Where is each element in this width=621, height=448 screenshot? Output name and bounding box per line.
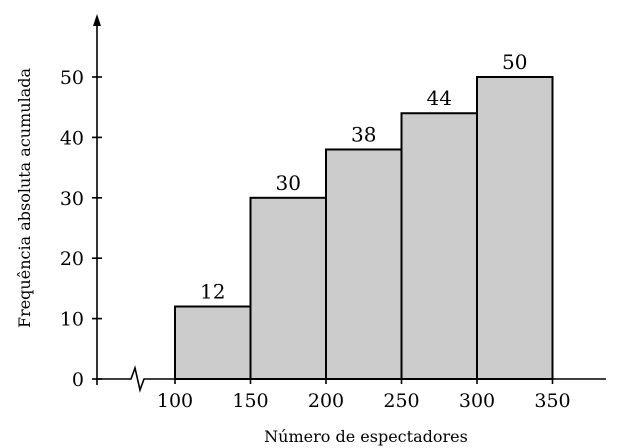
x-tick-label: 200 bbox=[308, 390, 344, 412]
data-labels-group: 12 30 38 44 50 bbox=[200, 50, 527, 304]
y-tick-label: 40 bbox=[60, 127, 84, 149]
x-axis-line bbox=[97, 365, 606, 393]
bar-value-label: 30 bbox=[276, 171, 301, 195]
x-tick-label: 350 bbox=[534, 390, 570, 412]
y-tick-label: 50 bbox=[60, 67, 84, 89]
x-axis-title: Número de espectadores bbox=[264, 427, 468, 446]
y-tick-label: 20 bbox=[60, 248, 84, 270]
bar-value-label: 50 bbox=[502, 50, 527, 74]
x-ticks-group: 100 150 200 250 300 350 bbox=[157, 374, 571, 412]
bar-value-label: 44 bbox=[427, 86, 452, 110]
x-tick-label: 150 bbox=[232, 390, 268, 412]
x-tick-label: 100 bbox=[157, 390, 193, 412]
x-tick-label: 250 bbox=[383, 390, 419, 412]
bar-value-label: 12 bbox=[200, 280, 225, 304]
axes-group bbox=[93, 14, 606, 393]
histogram-bar bbox=[174, 305, 252, 380]
y-tick-label: 30 bbox=[60, 188, 84, 210]
y-tick-label: 10 bbox=[60, 309, 84, 331]
x-tick-label: 300 bbox=[459, 390, 495, 412]
histogram-bar bbox=[249, 196, 327, 380]
bars-group bbox=[174, 76, 554, 381]
y-tick-label: 0 bbox=[72, 369, 84, 391]
y-ticks-group: 0 10 20 30 40 50 bbox=[60, 67, 102, 391]
histogram-bar bbox=[325, 148, 403, 380]
bar-value-label: 38 bbox=[351, 122, 376, 146]
histogram-bar bbox=[400, 112, 478, 381]
y-axis-title: Frequência absoluta acumulada bbox=[15, 68, 34, 329]
histogram-bar bbox=[476, 76, 554, 380]
y-axis-arrowhead bbox=[93, 14, 101, 26]
